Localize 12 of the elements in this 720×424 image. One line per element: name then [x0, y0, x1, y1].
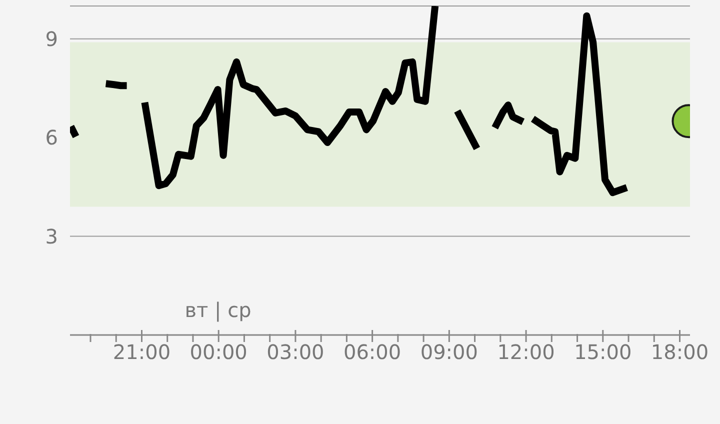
- x-tick-label: 06:00: [343, 340, 402, 364]
- x-tick-label: 18:00: [650, 340, 709, 364]
- x-tick-label: 00:00: [190, 340, 248, 364]
- x-tick-label: 15:00: [574, 340, 632, 364]
- annotation: вт | ср: [184, 298, 252, 322]
- x-tick-label: 21:00: [112, 340, 171, 364]
- x-tick-label: 12:00: [497, 340, 555, 364]
- x-tick-label: 09:00: [420, 340, 478, 364]
- x-tick-label: 03:00: [266, 340, 324, 364]
- y-tick-label: 6: [45, 126, 58, 150]
- y-tick-label: 3: [45, 224, 58, 248]
- y-tick-label: 9: [45, 27, 58, 51]
